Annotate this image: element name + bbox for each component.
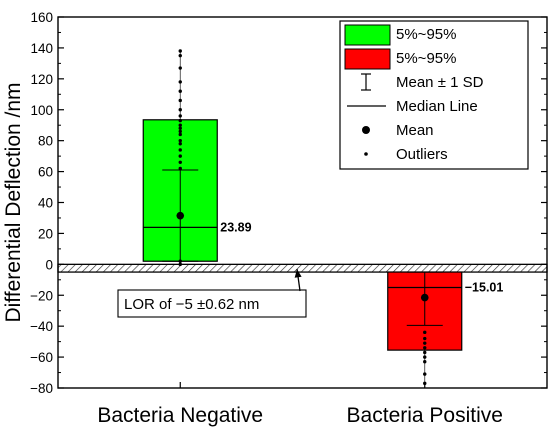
y-tick-label: 140 — [30, 41, 53, 56]
data-point — [178, 118, 182, 123]
y-tick-label: 120 — [30, 72, 53, 87]
data-point — [423, 341, 427, 345]
data-point — [178, 160, 182, 165]
box-group-1: 23.89 — [142, 49, 252, 267]
data-point — [178, 129, 182, 134]
y-tick-label: 0 — [45, 257, 53, 272]
data-point — [178, 53, 182, 58]
y-axis-label: Differential Deflection /nm — [2, 82, 25, 322]
median-value-label: 23.89 — [220, 220, 251, 234]
data-point — [178, 80, 182, 84]
data-point — [423, 372, 427, 376]
y-tick-label: 40 — [38, 196, 53, 211]
data-point — [178, 108, 182, 112]
data-point — [178, 114, 182, 118]
x-category-label: Bacteria Positive — [347, 404, 503, 427]
legend-mean-dot — [362, 126, 370, 134]
legend-label: Median Line — [396, 98, 478, 115]
legend-label: Mean ± 1 SD — [396, 74, 484, 91]
legend-label: Outliers — [396, 146, 448, 163]
annotation-layer: LOR of −5 ±0.62 nm — [117, 268, 307, 318]
mean-marker — [176, 211, 185, 220]
legend-label: 5%~95% — [396, 26, 456, 43]
data-point — [178, 166, 182, 171]
lor-annotation-text: LOR of −5 ±0.62 nm — [124, 296, 259, 313]
y-tick-label: 100 — [30, 103, 53, 118]
data-point — [178, 66, 182, 70]
lor-annotation-box — [117, 289, 307, 318]
box-group-2: −15.01 — [387, 271, 504, 386]
data-point — [423, 336, 427, 341]
y-tick-label: −40 — [30, 319, 53, 334]
legend-label: 5%~95% — [396, 50, 456, 67]
mean-marker — [420, 293, 429, 302]
legend-outlier-dot — [364, 152, 368, 156]
data-point — [178, 154, 182, 158]
legend: 5%~95% 5%~95% Mean ± 1 SD Median Line Mean Ou… — [339, 20, 529, 170]
data-point — [178, 262, 182, 267]
legend-swatch — [344, 24, 391, 46]
data-point — [178, 98, 182, 103]
data-point — [178, 142, 182, 146]
y-tick-label: 80 — [38, 134, 53, 149]
data-point — [178, 49, 182, 53]
lor-band — [57, 263, 548, 273]
data-point — [178, 138, 182, 143]
data-point — [178, 148, 182, 152]
legend-swatch — [344, 48, 391, 70]
lor-arrow-head — [294, 269, 302, 278]
legend-label: Mean — [396, 122, 434, 139]
y-tick-label: 160 — [30, 10, 53, 25]
boxes-layer: 23.89 −15.01 — [142, 49, 504, 386]
data-point — [178, 259, 182, 263]
y-tick-label: 60 — [38, 165, 53, 180]
y-tick-label: 20 — [38, 226, 53, 241]
data-point — [423, 346, 427, 350]
data-point — [423, 330, 427, 335]
data-point — [423, 355, 427, 359]
y-tick-label: −80 — [30, 381, 53, 396]
legend-frame — [339, 20, 529, 170]
axes-layer: 160 140 120 100 80 60 40 20 0 −20 −40 −60 −80 Bacteri… — [2, 10, 548, 427]
x-category-label: Bacteria Negative — [97, 404, 263, 427]
y-tick-label: −60 — [30, 350, 53, 365]
data-point — [423, 360, 427, 364]
data-point — [178, 89, 182, 93]
median-value-label: −15.01 — [465, 281, 504, 295]
data-point — [178, 123, 182, 127]
data-point — [178, 126, 182, 130]
data-point — [423, 350, 427, 355]
y-tick-label: −20 — [30, 288, 53, 303]
lor-band-layer — [57, 263, 548, 273]
data-point — [178, 132, 182, 137]
